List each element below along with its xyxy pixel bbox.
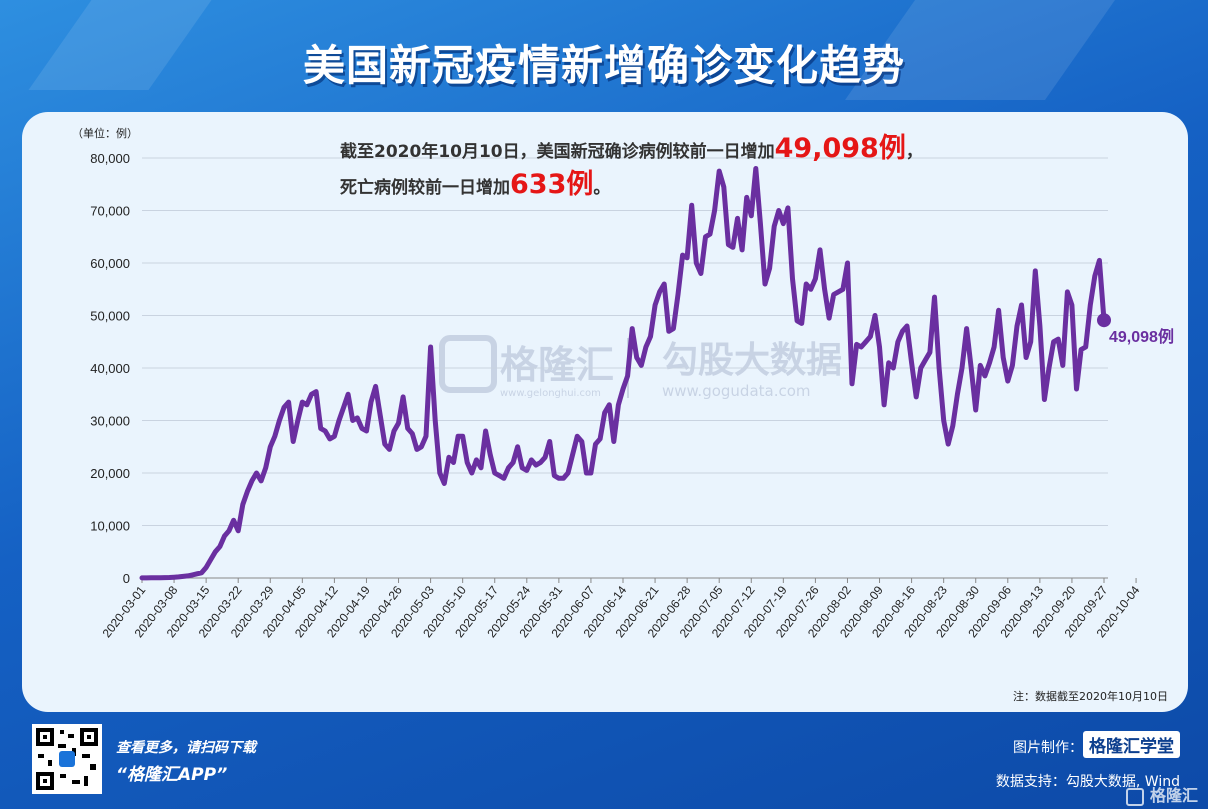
made-by: 图片制作： 格隆汇学堂 [1013, 731, 1180, 758]
watermark: 格隆汇 www.gelonghui.com 勾股大数据 www.gogudata… [439, 335, 842, 400]
grid-lines [142, 157, 1108, 579]
line-chart: 格隆汇 www.gelonghui.com 勾股大数据 www.gogudata… [72, 126, 1174, 640]
y-tick-label: 20,000 [90, 466, 130, 481]
watermark-brand-url: www.gelonghui.com [500, 388, 601, 399]
made-by-brand: 格隆汇学堂 [1083, 731, 1180, 758]
callout-line1-prefix: 截至2020年10月10日，美国新冠确诊病例较前一日增加 [340, 142, 775, 162]
watermark-brand: 格隆汇 [500, 343, 614, 387]
qr-code-icon [36, 728, 98, 790]
y-tick-label: 60,000 [90, 256, 130, 271]
corner-brand: 格隆汇 [1126, 782, 1198, 806]
callout-line1: 截至2020年10月10日，美国新冠确诊病例较前一日增加49,098例， [340, 126, 923, 165]
y-axis: 0 10,000 20,000 30,000 40,000 50,000 60,000 70,… [90, 151, 130, 586]
scan-text: 查看更多，请扫码下载 [116, 740, 256, 756]
made-by-label: 图片制作： [1013, 740, 1083, 756]
end-data-label: 49,098例 [1109, 327, 1174, 346]
y-tick-label: 70,000 [90, 204, 130, 219]
y-tick-label: 40,000 [90, 361, 130, 376]
corner-brand-text: 格隆汇 [1149, 786, 1198, 805]
y-tick-label: 0 [123, 571, 130, 586]
data-note: 注：数据截至2020年10月10日 [1013, 690, 1168, 703]
page-title: 美国新冠疫情新增确诊变化趋势 [302, 41, 905, 90]
watermark-logo-icon [439, 335, 497, 393]
watermark-brand2-url: www.gogudata.com [662, 382, 811, 400]
series-line [139, 166, 1107, 581]
unit-label: （单位：例） [72, 126, 138, 140]
callout-deaths-value: 633例 [510, 169, 594, 200]
data-support: 数据支持：勾股大数据, Wind [995, 774, 1180, 790]
watermark-brand2: 勾股大数据 [662, 340, 842, 381]
callout-line2-prefix: 死亡病例较前一日增加 [340, 178, 510, 198]
y-tick-label: 10,000 [90, 519, 130, 534]
callout-cases-value: 49,098例 [774, 133, 906, 164]
chart-panel: 格隆汇 www.gelonghui.com 勾股大数据 www.gogudata… [22, 112, 1188, 712]
qr-code[interactable] [32, 724, 102, 794]
app-text[interactable]: “格隆汇APP” [116, 765, 228, 785]
y-tick-label: 80,000 [90, 151, 130, 166]
callout-line2: 死亡病例较前一日增加633例。 [340, 162, 610, 201]
callout-line1-suffix: ， [905, 142, 923, 162]
callout-line2-suffix: 。 [593, 178, 611, 198]
end-point [1097, 313, 1111, 328]
corner-logo-icon [1126, 787, 1145, 806]
y-tick-label: 30,000 [90, 414, 130, 429]
x-axis: 2020-03-012020-03-082020-03-152020-03-22… [100, 578, 1143, 640]
y-tick-label: 50,000 [90, 309, 130, 324]
